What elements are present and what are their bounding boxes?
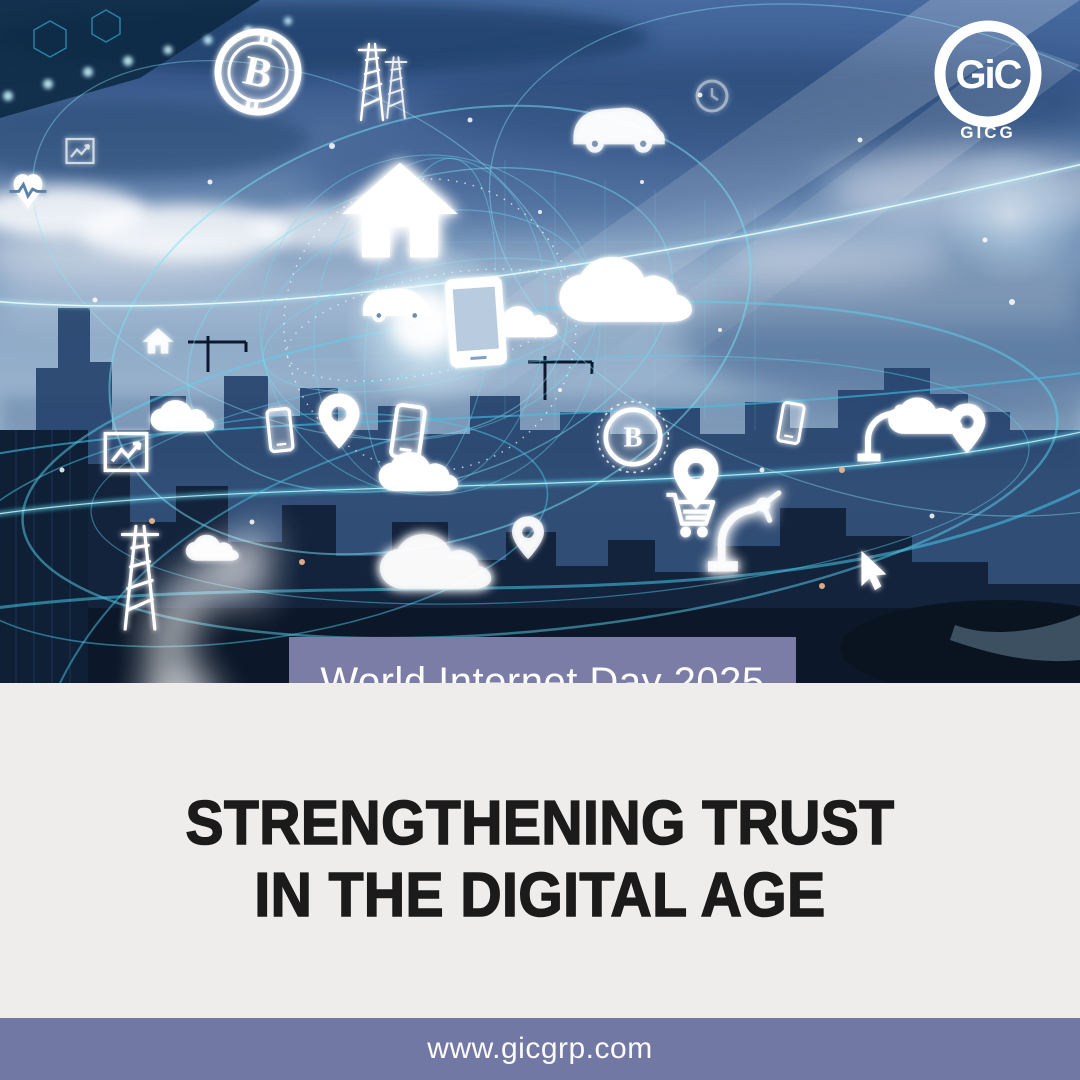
footer-bar: www.gicgrp.com bbox=[0, 1018, 1080, 1080]
headline-line-2: IN THE DIGITAL AGE bbox=[254, 860, 826, 931]
sparkle-dots bbox=[59, 92, 1015, 525]
hero-photo: B bbox=[0, 0, 1080, 683]
body-section bbox=[0, 683, 1080, 1018]
svg-text:B: B bbox=[623, 423, 642, 454]
headline-line-1: STRENGTHENING TRUST bbox=[185, 788, 895, 859]
tablet-icon bbox=[444, 276, 508, 368]
logo-ring bbox=[934, 20, 1042, 128]
logo-label: GICG bbox=[960, 123, 1015, 142]
cranes bbox=[188, 336, 594, 400]
gicg-logo: GiC GICG bbox=[908, 6, 1068, 166]
logo-monogram: GiC bbox=[955, 53, 1021, 97]
footer-url: www.gicgrp.com bbox=[427, 1032, 653, 1065]
smartphone-icon bbox=[388, 402, 428, 462]
park-river bbox=[840, 600, 1080, 683]
tech-wedge bbox=[0, 0, 292, 118]
left-building bbox=[0, 430, 88, 683]
clock-icon bbox=[695, 79, 729, 113]
bitcoin-icon: B bbox=[596, 400, 670, 474]
headline: STRENGTHENING TRUST IN THE DIGITAL AGE bbox=[0, 788, 1080, 932]
smartphone-icon bbox=[265, 406, 295, 454]
